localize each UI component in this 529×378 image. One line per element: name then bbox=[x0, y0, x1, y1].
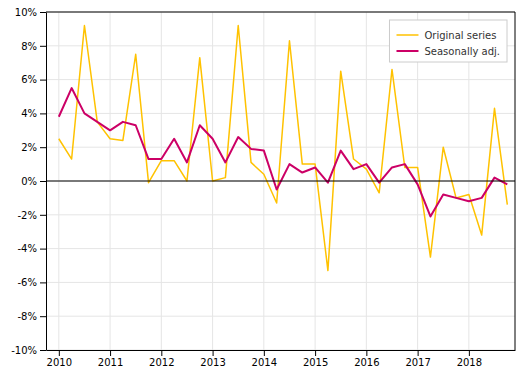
y-tick-label: -6% bbox=[18, 277, 37, 288]
x-tick-mark bbox=[59, 350, 60, 356]
y-tick-mark bbox=[40, 80, 46, 81]
y-tick: -8% bbox=[18, 311, 46, 322]
zero-line bbox=[46, 181, 515, 182]
frame-top bbox=[46, 12, 515, 13]
x-tick-label: 2014 bbox=[252, 357, 277, 368]
x-tick: 2011 bbox=[98, 350, 123, 368]
x-axis: 2010 2011 2012 2013 2014 2015 2016 2017 2018 bbox=[47, 350, 516, 368]
grid-line-y bbox=[46, 316, 515, 317]
y-tick-label: -10% bbox=[11, 345, 37, 356]
x-tick-mark bbox=[264, 350, 265, 356]
y-tick-label: 8% bbox=[21, 41, 37, 52]
legend: Original series Seasonally adj. bbox=[389, 20, 507, 62]
y-tick-label: 10% bbox=[15, 7, 37, 18]
y-tick-mark bbox=[40, 147, 46, 148]
chart: 2010 2011 2012 2013 2014 2015 2016 2017 2018 -10%… bbox=[0, 0, 529, 378]
grid-line-y bbox=[46, 282, 515, 283]
legend-swatch bbox=[396, 50, 418, 52]
y-tick: 6% bbox=[21, 74, 46, 85]
y-tick: 0% bbox=[21, 176, 46, 187]
y-tick-mark bbox=[40, 46, 46, 47]
y-tick: -6% bbox=[18, 277, 46, 288]
grid bbox=[46, 12, 515, 350]
x-tick-mark bbox=[161, 350, 162, 356]
y-tick: -2% bbox=[18, 210, 46, 221]
x-tick-label: 2010 bbox=[47, 357, 72, 368]
y-tick-label: -8% bbox=[18, 311, 37, 322]
x-axis-line bbox=[47, 350, 516, 351]
y-axis: -10% -8% -6% -4% -2% 0% 2% 4% 6% 8% 10% bbox=[11, 7, 46, 356]
x-tick: 2015 bbox=[303, 350, 328, 368]
y-tick-mark bbox=[40, 350, 46, 351]
x-tick-label: 2012 bbox=[149, 357, 174, 368]
y-tick-label: 2% bbox=[21, 142, 37, 153]
x-tick-mark bbox=[315, 350, 316, 356]
x-tick-mark bbox=[366, 350, 367, 356]
grid-line-y bbox=[46, 214, 515, 215]
y-tick-mark bbox=[40, 249, 46, 250]
y-tick: -10% bbox=[11, 345, 46, 356]
x-tick-mark bbox=[110, 350, 111, 356]
y-tick: 2% bbox=[21, 142, 46, 153]
y-tick-label: 6% bbox=[21, 74, 37, 85]
x-tick: 2013 bbox=[200, 350, 225, 368]
x-tick-label: 2016 bbox=[354, 357, 379, 368]
grid-line-y bbox=[46, 350, 515, 351]
y-tick: 10% bbox=[15, 7, 46, 18]
legend-swatch bbox=[396, 34, 418, 36]
legend-label: Seasonally adj. bbox=[424, 46, 500, 57]
x-tick: 2016 bbox=[354, 350, 379, 368]
grid-line-y bbox=[46, 113, 515, 114]
y-tick-mark bbox=[40, 282, 46, 283]
grid-line-y bbox=[46, 79, 515, 80]
x-tick-mark bbox=[418, 350, 419, 356]
grid-line-y bbox=[46, 12, 515, 13]
y-tick: 8% bbox=[21, 41, 46, 52]
y-tick-label: -4% bbox=[18, 243, 37, 254]
x-tick: 2017 bbox=[405, 350, 430, 368]
grid-line-y bbox=[46, 248, 515, 249]
x-tick-label: 2015 bbox=[303, 357, 328, 368]
x-tick: 2010 bbox=[47, 350, 72, 368]
x-tick-label: 2013 bbox=[200, 357, 225, 368]
y-tick-mark bbox=[40, 316, 46, 317]
x-tick-label: 2011 bbox=[98, 357, 123, 368]
y-tick-mark bbox=[40, 113, 46, 114]
series-line bbox=[59, 88, 507, 216]
x-tick: 2014 bbox=[252, 350, 277, 368]
x-tick: 2012 bbox=[149, 350, 174, 368]
x-tick-label: 2017 bbox=[405, 357, 430, 368]
y-tick-mark bbox=[40, 181, 46, 182]
x-tick-mark bbox=[213, 350, 214, 356]
x-tick: 2018 bbox=[457, 350, 482, 368]
grid-line-y bbox=[46, 181, 515, 182]
y-tick: -4% bbox=[18, 243, 46, 254]
legend-label: Original series bbox=[424, 30, 496, 41]
y-tick-mark bbox=[40, 215, 46, 216]
legend-box bbox=[389, 20, 507, 62]
y-tick-mark bbox=[40, 12, 46, 13]
y-tick-label: 0% bbox=[21, 176, 37, 187]
y-tick-label: 4% bbox=[21, 108, 37, 119]
y-tick: 4% bbox=[21, 108, 46, 119]
y-tick-label: -2% bbox=[18, 210, 37, 221]
x-tick-label: 2018 bbox=[457, 357, 482, 368]
x-tick-mark bbox=[469, 350, 470, 356]
